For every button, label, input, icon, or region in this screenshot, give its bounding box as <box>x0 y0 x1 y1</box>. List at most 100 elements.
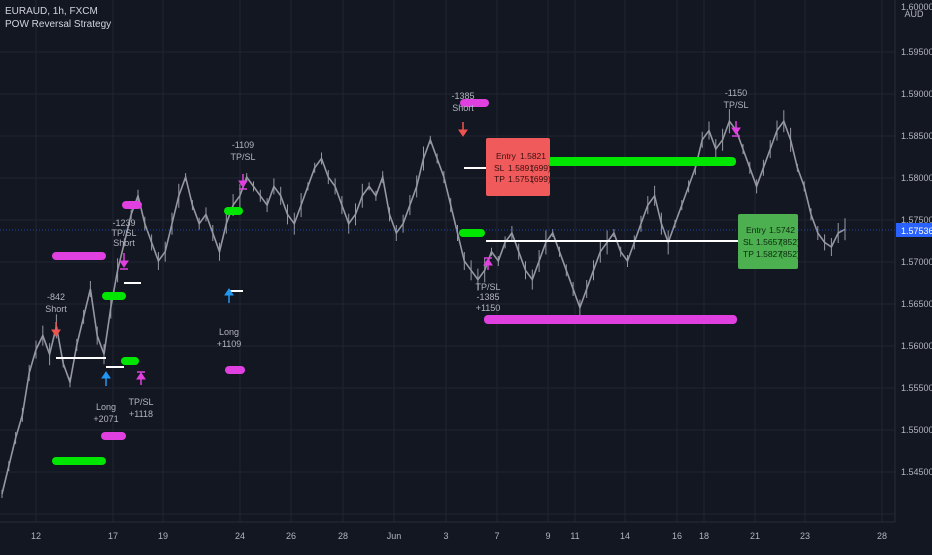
time-tick-16: 23 <box>800 531 810 541</box>
green-zone-4 <box>224 207 243 215</box>
long-arrow-icon <box>224 288 234 303</box>
strategy-label[interactable]: POW Reversal Strategy <box>5 19 112 30</box>
price-tick-9: 1.56000 <box>901 341 932 351</box>
annotation-a2-mid: TP/SL <box>111 228 136 238</box>
trade-arrows <box>51 121 741 386</box>
magenta-zones <box>52 99 737 440</box>
green-zone-1 <box>52 457 106 465</box>
time-tick-12: 14 <box>620 531 630 541</box>
annotation-a8-value2: +1150 <box>476 303 501 313</box>
time-tick-14: 18 <box>699 531 709 541</box>
time-tick-9: 7 <box>494 531 499 541</box>
annotation-a8-mid: TP/SL <box>475 282 500 292</box>
magenta-zone-3 <box>101 432 126 440</box>
time-tick-3: 19 <box>158 531 168 541</box>
long-arrow-icon <box>101 371 111 386</box>
time-tick-4: 24 <box>235 531 245 541</box>
magenta-zone-5 <box>460 99 489 107</box>
time-tick-7: Jun <box>387 531 402 541</box>
annotation-a3-side: Long <box>96 402 116 412</box>
annotation-a6-side: Long <box>219 327 239 337</box>
annotation-a7-side: Short <box>452 103 474 113</box>
tpsl-arrow-icon <box>238 174 248 190</box>
time-tick-1: 12 <box>31 531 41 541</box>
tpsl-arrow-icon <box>136 371 146 385</box>
time-tick-13: 16 <box>672 531 682 541</box>
price-tick-1: 1.60000 <box>901 2 932 12</box>
annotation-a3-value: +2071 <box>93 414 118 424</box>
tpsl-arrow-icon <box>731 121 741 137</box>
short-sl-value: 1.5891 <box>508 163 534 173</box>
price-tick-11: 1.55000 <box>901 425 932 435</box>
time-tick-10: 9 <box>545 531 550 541</box>
annotation-a5-mid: TP/SL <box>230 152 255 162</box>
magenta-zone-4 <box>225 366 245 374</box>
short-sl-count: (699) <box>531 163 551 173</box>
long-order-box[interactable]: Entry 1.5742 SL 1.5657 (852) TP 1.5827 (… <box>738 214 800 269</box>
time-tick-15: 21 <box>750 531 760 541</box>
annotation-a1-side: Short <box>45 304 67 314</box>
symbol-label[interactable]: EURAUD, 1h, FXCM <box>5 6 98 17</box>
short-tp-label: TP <box>494 174 505 184</box>
magenta-zone-1 <box>52 252 106 260</box>
short-order-box[interactable]: Entry 1.5821 SL 1.5891 (699) TP 1.5751 (… <box>486 138 551 196</box>
price-tick-12: 1.54500 <box>901 467 932 477</box>
annotation-a5-value: -1109 <box>232 140 254 150</box>
position-lines <box>56 167 740 368</box>
current-price-label: 1.57536 <box>901 226 932 236</box>
annotation-a2-side: Short <box>113 238 135 248</box>
long-tp-count: (852) <box>780 249 800 259</box>
annotation-a9-value: -1150 <box>725 88 747 98</box>
price-tick-7: 1.57000 <box>901 257 932 267</box>
long-tp-value: 1.5827 <box>756 249 782 259</box>
annotation-a4-mid: TP/SL <box>128 397 153 407</box>
long-sl-value: 1.5657 <box>756 237 782 247</box>
tpsl-arrow-icon <box>119 253 129 270</box>
short-entry-label: Entry <box>496 151 517 161</box>
short-tp-value: 1.5751 <box>508 174 534 184</box>
time-tick-11: 11 <box>570 531 579 541</box>
short-tp-count: (699) <box>531 174 551 184</box>
time-tick-8: 3 <box>443 531 448 541</box>
magenta-zone-6 <box>484 315 737 324</box>
short-arrow-icon <box>51 322 61 337</box>
price-tick-3: 1.59000 <box>901 89 932 99</box>
price-axis[interactable]: AUD 1.60000 1.59500 1.59000 1.58500 1.58… <box>894 0 932 550</box>
short-arrow-icon <box>458 122 468 137</box>
long-sl-count: (852) <box>780 237 800 247</box>
long-entry-label: Entry <box>746 225 767 235</box>
annotation-a2-value: -1239 <box>112 218 135 228</box>
short-sl-label: SL <box>494 163 505 173</box>
green-zone-2 <box>102 292 126 300</box>
price-tick-10: 1.55500 <box>901 383 932 393</box>
long-sl-label: SL <box>743 237 754 247</box>
green-zone-3 <box>121 357 139 365</box>
annotation-a6-value: +1109 <box>217 339 242 349</box>
time-tick-17: 28 <box>877 531 887 541</box>
short-entry-value: 1.5821 <box>520 151 546 161</box>
time-tick-5: 26 <box>286 531 296 541</box>
magenta-zone-2 <box>122 201 142 209</box>
long-tp-label: TP <box>743 249 754 259</box>
price-tick-5: 1.58000 <box>901 173 932 183</box>
annotation-a8-value1: -1385 <box>476 292 499 302</box>
time-axis[interactable]: 12 17 19 24 26 28 Jun 3 7 9 11 14 16 18 … <box>0 521 895 550</box>
annotation-a4-value: +1118 <box>129 409 153 419</box>
price-tick-8: 1.56500 <box>901 299 932 309</box>
green-zone-5 <box>459 229 485 237</box>
long-entry-value: 1.5742 <box>769 225 795 235</box>
price-axis-currency: AUD <box>904 9 924 19</box>
annotation-a9-mid: TP/SL <box>723 100 748 110</box>
time-tick-2: 17 <box>108 531 118 541</box>
tpsl-arrow-icon <box>483 257 493 270</box>
annotation-a7-value: -1385 <box>451 91 474 101</box>
price-tick-6: 1.57500 <box>901 215 932 225</box>
annotation-a1-value: -842 <box>47 292 65 302</box>
price-tick-2: 1.59500 <box>901 47 932 57</box>
chart-legend: EURAUD, 1h, FXCM POW Reversal Strategy <box>5 5 111 31</box>
price-line <box>1 119 846 495</box>
time-tick-6: 28 <box>338 531 348 541</box>
price-tick-4: 1.58500 <box>901 131 932 141</box>
